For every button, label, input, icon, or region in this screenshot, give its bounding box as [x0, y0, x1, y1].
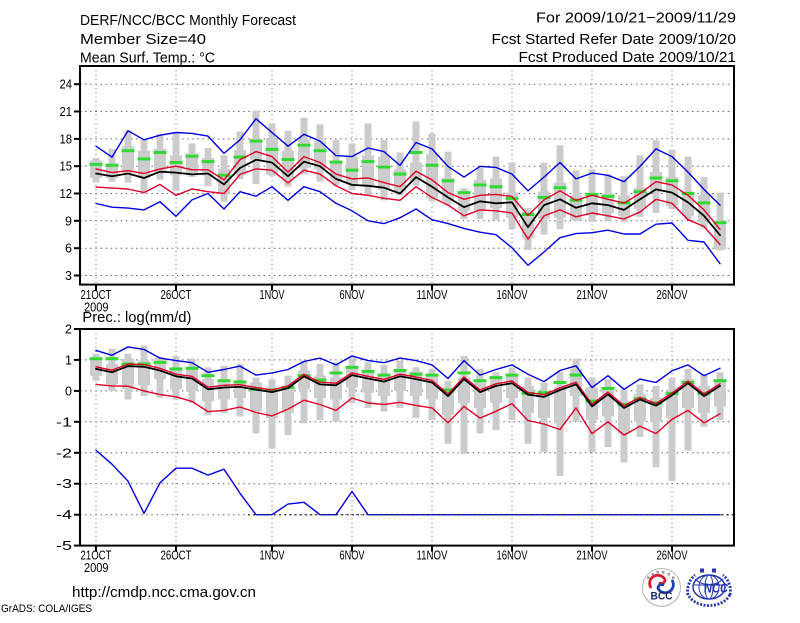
- svg-text:GrADS: COLA/IGES: GrADS: COLA/IGES: [1, 603, 92, 615]
- svg-text:21NOV: 21NOV: [577, 549, 608, 563]
- svg-text:6NOV: 6NOV: [340, 288, 365, 302]
- svg-text:-1: -1: [56, 415, 72, 429]
- svg-text:11NOV: 11NOV: [417, 288, 449, 302]
- svg-text:21OCT: 21OCT: [81, 549, 112, 563]
- svg-text:11NOV: 11NOV: [417, 549, 449, 563]
- svg-text:Prec.: log(mm/d): Prec.: log(mm/d): [82, 309, 191, 326]
- svg-text:12: 12: [60, 187, 73, 201]
- svg-text:-3: -3: [56, 477, 72, 491]
- svg-text:16NOV: 16NOV: [497, 288, 528, 302]
- svg-text:DERF/NCC/BCC Monthly Forecast: DERF/NCC/BCC Monthly Forecast: [80, 12, 297, 29]
- svg-text:-4: -4: [56, 508, 72, 522]
- svg-text:18: 18: [60, 132, 73, 146]
- svg-text:Member Size=40: Member Size=40: [80, 31, 206, 48]
- svg-text:26NOV: 26NOV: [657, 288, 688, 302]
- svg-text:6: 6: [65, 242, 72, 256]
- svg-text:2009: 2009: [84, 561, 109, 575]
- svg-text:26OCT: 26OCT: [161, 288, 192, 302]
- svg-text:http://cmdp.ncc.cma.gov.cn: http://cmdp.ncc.cma.gov.cn: [72, 584, 256, 601]
- svg-text:16NOV: 16NOV: [497, 549, 528, 563]
- svg-text:9: 9: [65, 214, 72, 228]
- svg-text:1: 1: [65, 353, 72, 367]
- svg-text:Fcst Started Refer Date 2009/1: Fcst Started Refer Date 2009/10/20: [492, 31, 737, 48]
- svg-text:Fcst Produced Date 2009/10/21: Fcst Produced Date 2009/10/21: [519, 49, 737, 66]
- svg-text:15: 15: [60, 160, 73, 174]
- svg-text:-2: -2: [56, 446, 72, 460]
- svg-text:21: 21: [60, 105, 73, 119]
- svg-text:6NOV: 6NOV: [340, 549, 365, 563]
- svg-text:1NOV: 1NOV: [260, 549, 285, 563]
- svg-text:2: 2: [65, 323, 72, 337]
- svg-text:24: 24: [60, 78, 73, 92]
- svg-text:For 2009/10/21−2009/11/29: For 2009/10/21−2009/11/29: [536, 10, 736, 27]
- svg-text:1NOV: 1NOV: [260, 288, 285, 302]
- svg-text:2009: 2009: [84, 301, 109, 315]
- svg-text:21NOV: 21NOV: [577, 288, 608, 302]
- svg-text:-5: -5: [56, 539, 72, 553]
- svg-text:0: 0: [65, 384, 72, 398]
- svg-text:NCC: NCC: [704, 581, 729, 596]
- svg-text:26OCT: 26OCT: [161, 549, 192, 563]
- svg-text:BCC: BCC: [651, 591, 673, 603]
- svg-text:26NOV: 26NOV: [657, 549, 688, 563]
- svg-text:3: 3: [65, 269, 72, 283]
- svg-text:Mean Surf. Temp.: °C: Mean Surf. Temp.: °C: [80, 50, 215, 67]
- svg-text:21OCT: 21OCT: [81, 288, 112, 302]
